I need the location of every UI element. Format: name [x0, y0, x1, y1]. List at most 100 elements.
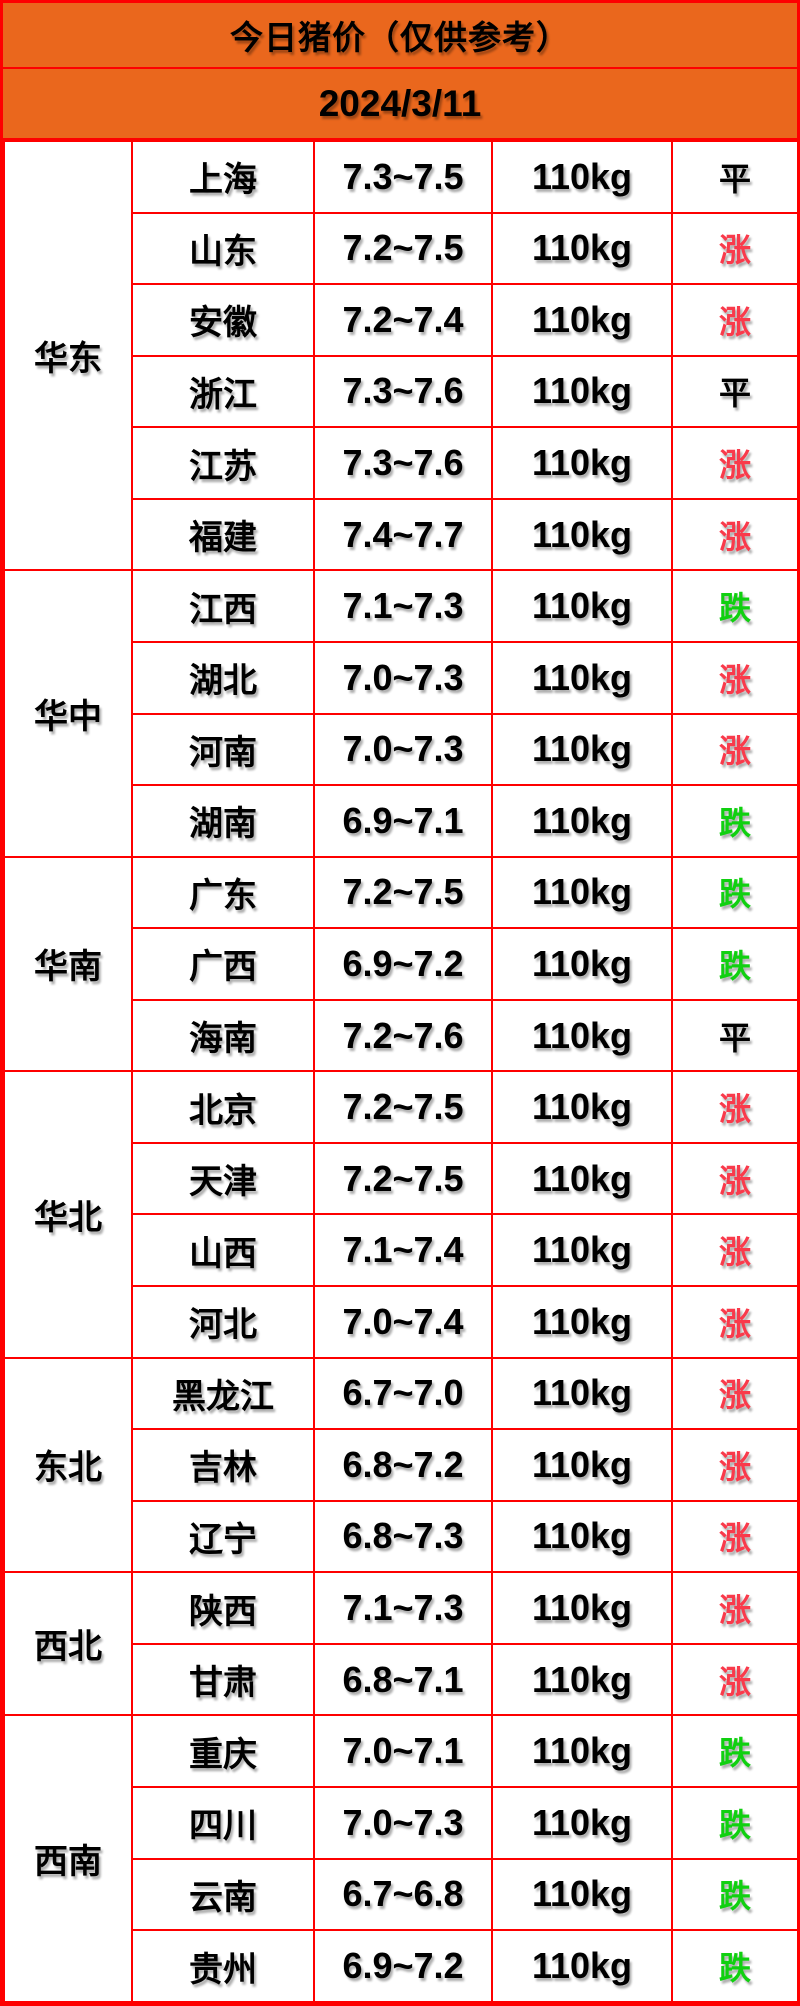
trend-cell: 跌: [671, 784, 799, 858]
price-cell: 7.3~7.6: [313, 426, 493, 500]
weight-cell: 110kg: [491, 855, 673, 930]
price-cell: 6.9~7.1: [313, 784, 493, 858]
region-cell: 华中: [3, 569, 133, 858]
province-cell: 辽宁: [131, 1499, 315, 1574]
province-cell: 重庆: [131, 1714, 315, 1788]
table-row: 西南 重庆 7.0~7.1 110kg 跌: [3, 1714, 799, 2003]
table-row: 湖南 6.9~7.1 110kg 跌: [4, 784, 799, 858]
price-cell: 7.2~7.4: [313, 283, 493, 357]
trend-cell: 跌: [671, 569, 799, 643]
weight-cell: 110kg: [491, 1857, 673, 1932]
table-row: 河南 7.0~7.3 110kg 涨: [4, 712, 799, 787]
weight-cell: 110kg: [491, 1213, 673, 1287]
table-row: 河北 7.0~7.4 110kg 涨: [4, 1285, 799, 1359]
province-cell: 陕西: [131, 1571, 315, 1645]
province-cell: 贵州: [131, 1929, 315, 2003]
table-row: 东北 黑龙江 6.7~7.0 110kg 涨: [3, 1356, 799, 1574]
province-cell: 安徽: [131, 283, 315, 357]
price-table-body: 华东 上海 7.3~7.5 110kg 平山东 7.2~7.5 110kg 涨安徽 7.2~7.…: [3, 139, 799, 2003]
weight-cell: 110kg: [491, 354, 673, 429]
price-cell: 7.2~7.6: [313, 998, 493, 1073]
trend-cell: 涨: [671, 211, 799, 286]
province-cell: 广西: [131, 927, 315, 1001]
weight-cell: 110kg: [491, 712, 673, 787]
weight-cell: 110kg: [491, 569, 673, 643]
trend-cell: 涨: [671, 1571, 799, 1645]
province-cell: 湖南: [131, 784, 315, 858]
weight-cell: 110kg: [491, 927, 673, 1001]
price-cell: 7.0~7.3: [313, 1785, 493, 1860]
table-row: 安徽 7.2~7.4 110kg 涨: [4, 283, 799, 357]
price-cell: 6.8~7.2: [313, 1428, 493, 1502]
price-cell: 7.3~7.6: [313, 354, 493, 429]
weight-cell: 110kg: [491, 784, 673, 858]
price-cell: 6.7~7.0: [313, 1356, 493, 1431]
region-cell: 华南: [3, 855, 133, 1073]
table-row: 四川 7.0~7.3 110kg 跌: [4, 1785, 799, 1860]
trend-cell: 涨: [671, 1499, 799, 1574]
table-row: 湖北 7.0~7.3 110kg 涨: [4, 640, 799, 715]
trend-cell: 涨: [671, 1141, 799, 1216]
region-cell: 西北: [3, 1571, 133, 1717]
province-cell: 广东: [131, 855, 315, 930]
trend-cell: 涨: [671, 712, 799, 787]
table-row: 华北 北京 7.2~7.5 110kg 涨: [3, 1070, 799, 1359]
province-cell: 河南: [131, 712, 315, 787]
weight-cell: 110kg: [491, 1929, 673, 2003]
weight-cell: 110kg: [491, 140, 673, 214]
trend-cell: 平: [671, 140, 799, 214]
weight-cell: 110kg: [491, 640, 673, 715]
price-cell: 7.0~7.4: [313, 1285, 493, 1359]
province-cell: 吉林: [131, 1428, 315, 1502]
weight-cell: 110kg: [491, 1714, 673, 1788]
date-label: 2024/3/11: [318, 82, 482, 124]
province-cell: 北京: [131, 1070, 315, 1144]
table-row: 辽宁 6.8~7.3 110kg 涨: [4, 1499, 799, 1574]
province-cell: 山东: [131, 211, 315, 286]
region-cell: 东北: [3, 1356, 133, 1574]
weight-cell: 110kg: [491, 1285, 673, 1359]
weight-cell: 110kg: [491, 1070, 673, 1144]
price-cell: 7.2~7.5: [313, 855, 493, 930]
table-row: 西北 陕西 7.1~7.3 110kg 涨: [3, 1571, 799, 1717]
price-cell: 7.4~7.7: [313, 497, 493, 572]
province-cell: 四川: [131, 1785, 315, 1860]
price-cell: 7.1~7.3: [313, 1571, 493, 1645]
price-cell: 6.8~7.3: [313, 1499, 493, 1574]
price-cell: 6.8~7.1: [313, 1642, 493, 1717]
table-row: 云南 6.7~6.8 110kg 跌: [4, 1857, 799, 1932]
province-cell: 甘肃: [131, 1642, 315, 1717]
table-row: 广西 6.9~7.2 110kg 跌: [4, 927, 799, 1001]
trend-cell: 跌: [671, 1929, 799, 2003]
province-cell: 河北: [131, 1285, 315, 1359]
table-row: 华南 广东 7.2~7.5 110kg 跌: [3, 855, 799, 1073]
province-cell: 浙江: [131, 354, 315, 429]
table-row: 吉林 6.8~7.2 110kg 涨: [4, 1428, 799, 1502]
table-row: 江苏 7.3~7.6 110kg 涨: [4, 426, 799, 500]
trend-cell: 涨: [671, 640, 799, 715]
trend-cell: 涨: [671, 1070, 799, 1144]
weight-cell: 110kg: [491, 426, 673, 500]
trend-cell: 跌: [671, 927, 799, 1001]
price-cell: 7.3~7.5: [313, 140, 493, 214]
price-cell: 7.0~7.3: [313, 640, 493, 715]
table-row: 海南 7.2~7.6 110kg 平: [4, 998, 799, 1073]
province-cell: 江苏: [131, 426, 315, 500]
weight-cell: 110kg: [491, 1785, 673, 1860]
weight-cell: 110kg: [491, 283, 673, 357]
trend-cell: 跌: [671, 1857, 799, 1932]
weight-cell: 110kg: [491, 1499, 673, 1574]
trend-cell: 涨: [671, 426, 799, 500]
table-row: 甘肃 6.8~7.1 110kg 涨: [4, 1642, 799, 1717]
table-row: 华中 江西 7.1~7.3 110kg 跌: [3, 569, 799, 858]
province-cell: 山西: [131, 1213, 315, 1287]
table-row: 浙江 7.3~7.6 110kg 平: [4, 354, 799, 429]
trend-cell: 涨: [671, 1356, 799, 1431]
weight-cell: 110kg: [491, 1642, 673, 1717]
table-row: 山东 7.2~7.5 110kg 涨: [4, 211, 799, 286]
region-cell: 西南: [3, 1714, 133, 2003]
weight-cell: 110kg: [491, 1356, 673, 1431]
trend-cell: 涨: [671, 1285, 799, 1359]
title-bar: 今日猪价（仅供参考）: [3, 3, 797, 69]
